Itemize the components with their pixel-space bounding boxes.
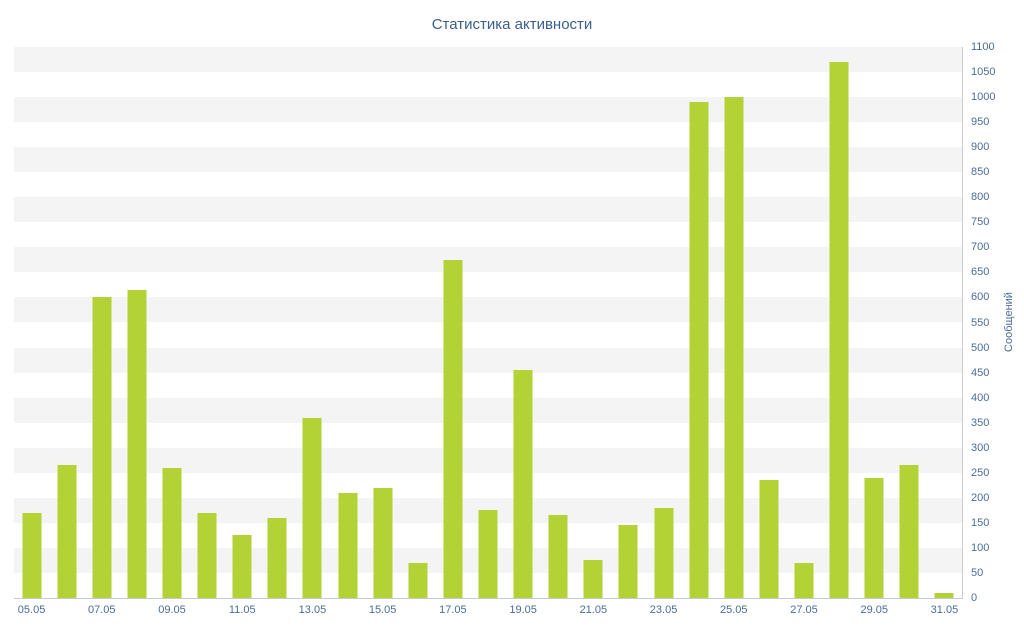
grid-band <box>14 147 962 173</box>
bar-08.05[interactable] <box>127 289 147 598</box>
y-tick-label: 150 <box>971 516 990 529</box>
bar-06.05[interactable] <box>57 465 77 598</box>
x-tick-label: 21.05 <box>579 604 608 616</box>
bar-30.05[interactable] <box>899 465 919 598</box>
grid-band <box>14 97 962 123</box>
y-tick-label: 1100 <box>971 41 995 53</box>
grid-band <box>14 347 962 373</box>
y-tick-label: 0 <box>971 592 978 604</box>
bar-05.05[interactable] <box>22 512 42 598</box>
y-tick-label: 500 <box>971 341 990 354</box>
plot-area <box>14 47 963 599</box>
x-tick-label: 25.05 <box>720 604 748 616</box>
bar-18.05[interactable] <box>478 510 498 598</box>
x-tick-label: 17.05 <box>439 604 467 616</box>
bar-09.05[interactable] <box>162 467 182 598</box>
bar-17.05[interactable] <box>443 259 463 598</box>
x-tick-label: 31.05 <box>930 604 959 616</box>
x-tick-label: 09.05 <box>158 604 186 616</box>
bar-25.05[interactable] <box>724 97 744 598</box>
y-tick-label: 450 <box>971 366 990 379</box>
y-axis-title: Сообщений <box>1003 292 1015 352</box>
bar-31.05[interactable] <box>934 593 954 598</box>
x-tick-label: 19.05 <box>509 604 537 616</box>
bar-11.05[interactable] <box>232 535 252 598</box>
x-tick-label: 23.05 <box>649 604 678 616</box>
bar-14.05[interactable] <box>338 492 358 598</box>
y-tick-label: 600 <box>971 291 990 304</box>
y-tick-label: 50 <box>971 566 984 579</box>
y-axis: 0 50 100 150 200 250 300 350 400 450 500 550 600 650 7… <box>962 41 1024 604</box>
y-tick-label: 400 <box>971 391 990 404</box>
y-tick-label: 1050 <box>971 66 996 79</box>
y-tick-label: 800 <box>971 191 990 204</box>
bar-15.05[interactable] <box>373 487 393 598</box>
bar-12.05[interactable] <box>267 517 287 598</box>
bar-26.05[interactable] <box>759 480 779 598</box>
bar-10.05[interactable] <box>197 512 217 598</box>
x-axis: 05.05 07.05 09.05 11.05 13.05 15.05 17.05 19.05… <box>14 599 962 623</box>
y-tick-label: 850 <box>971 166 990 179</box>
x-tick-label: 27.05 <box>790 604 818 616</box>
y-tick-label: 350 <box>971 416 990 429</box>
y-tick-label: 900 <box>971 141 990 154</box>
y-tick-label: 750 <box>971 216 990 229</box>
bar-29.05[interactable] <box>864 477 884 598</box>
grid-band <box>14 47 962 73</box>
bar-23.05[interactable] <box>654 507 674 598</box>
bar-13.05[interactable] <box>302 417 322 598</box>
y-tick-label: 1000 <box>971 91 996 104</box>
y-tick-label: 250 <box>971 466 990 479</box>
y-tick-label: 650 <box>971 266 990 279</box>
grid-band <box>14 447 962 473</box>
bar-19.05[interactable] <box>513 370 533 598</box>
x-tick-label: 29.05 <box>860 604 888 616</box>
x-tick-label: 11.05 <box>228 604 256 616</box>
y-tick-label: 700 <box>971 241 990 254</box>
grid-band <box>14 197 962 223</box>
x-tick-label: 05.05 <box>17 604 46 616</box>
y-tick-label: 300 <box>971 441 990 454</box>
bar-16.05[interactable] <box>408 562 428 598</box>
y-tick-label: 100 <box>971 541 990 554</box>
bar-20.05[interactable] <box>548 515 568 598</box>
bar-21.05[interactable] <box>583 560 603 598</box>
grid-band <box>14 247 962 273</box>
bar-28.05[interactable] <box>829 62 849 598</box>
y-tick-label: 200 <box>971 491 990 504</box>
x-tick-label: 15.05 <box>368 604 397 616</box>
chart-title: Статистика активности <box>431 16 593 33</box>
bar-24.05[interactable] <box>689 102 709 598</box>
bar-07.05[interactable] <box>92 297 112 598</box>
y-tick-label: 550 <box>971 316 990 329</box>
grid-band <box>14 397 962 423</box>
bar-27.05[interactable] <box>794 562 814 598</box>
x-tick-label: 13.05 <box>298 604 327 616</box>
bar-22.05[interactable] <box>618 525 638 598</box>
grid-band <box>14 297 962 323</box>
x-tick-label: 07.05 <box>88 604 116 616</box>
y-tick-label: 950 <box>971 116 990 129</box>
